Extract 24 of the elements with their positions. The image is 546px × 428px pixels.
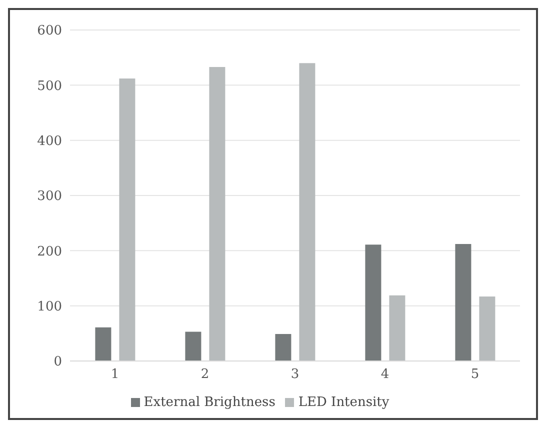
x-tick-label: 5 xyxy=(470,367,480,382)
legend-label: External Brightness xyxy=(144,395,276,410)
x-tick-label: 1 xyxy=(110,367,120,382)
y-tick-label: 200 xyxy=(37,244,62,260)
legend-label: LED Intensity xyxy=(298,395,390,410)
y-tick-label: 400 xyxy=(37,134,62,149)
bar xyxy=(119,78,136,361)
bar xyxy=(389,295,406,361)
bar xyxy=(209,66,226,361)
x-tick-label: 3 xyxy=(290,367,300,382)
bar xyxy=(95,327,112,361)
x-tick-label: 2 xyxy=(200,367,210,382)
y-tick-label: 500 xyxy=(37,78,62,94)
bar xyxy=(455,244,472,361)
y-tick-label: 600 xyxy=(37,24,62,39)
y-tick-label: 100 xyxy=(37,299,62,314)
bar xyxy=(185,332,202,361)
x-tick-label: 4 xyxy=(380,367,390,382)
y-tick-label: 0 xyxy=(54,354,62,370)
bar xyxy=(479,296,496,361)
y-tick-label: 300 xyxy=(37,189,62,204)
bar xyxy=(365,244,382,361)
bar xyxy=(275,334,292,361)
bar xyxy=(299,63,316,361)
